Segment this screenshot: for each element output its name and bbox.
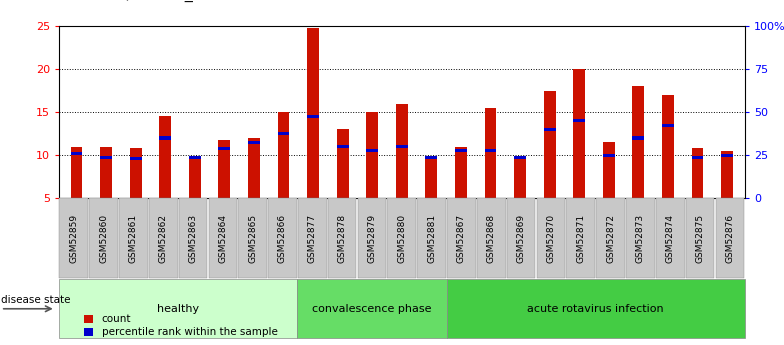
Bar (130, 157, 142, 160)
Bar (485, 149, 496, 152)
Bar (337, 145, 349, 148)
Bar (248, 138, 260, 198)
Text: GSM52877: GSM52877 (308, 214, 317, 263)
Bar (100, 156, 112, 159)
Text: GSM52875: GSM52875 (695, 214, 705, 263)
Bar (721, 154, 733, 157)
Bar (307, 28, 319, 198)
Text: GSM52860: GSM52860 (99, 214, 108, 263)
Bar (278, 132, 289, 135)
Bar (189, 158, 201, 198)
Bar (307, 115, 319, 118)
Text: GSM52873: GSM52873 (636, 214, 645, 263)
Bar (396, 145, 408, 148)
Bar (455, 149, 466, 152)
Text: GSM52876: GSM52876 (725, 214, 735, 263)
Bar (573, 69, 585, 198)
Text: GSM52874: GSM52874 (666, 214, 675, 263)
Text: healthy: healthy (157, 304, 199, 314)
Bar (633, 86, 644, 198)
Text: GSM52881: GSM52881 (427, 214, 436, 263)
Text: GSM52861: GSM52861 (129, 214, 138, 263)
Text: GSM52866: GSM52866 (278, 214, 287, 263)
Bar (485, 108, 496, 198)
Text: GSM52868: GSM52868 (487, 214, 495, 263)
Text: GSM52879: GSM52879 (368, 214, 376, 263)
Bar (219, 140, 230, 198)
Bar (426, 156, 437, 159)
Text: GSM52865: GSM52865 (249, 214, 257, 263)
Bar (366, 149, 378, 152)
Bar (662, 95, 673, 198)
Bar (426, 157, 437, 198)
Bar (219, 147, 230, 150)
Text: convalescence phase: convalescence phase (312, 304, 432, 314)
Bar (633, 137, 644, 139)
Bar (573, 119, 585, 122)
Bar (662, 124, 673, 127)
Text: GSM52859: GSM52859 (69, 214, 78, 263)
Bar (544, 90, 556, 198)
Bar (159, 137, 171, 139)
Text: GSM52867: GSM52867 (457, 214, 466, 263)
Text: GSM52880: GSM52880 (397, 214, 406, 263)
Text: GSM52862: GSM52862 (158, 214, 168, 263)
Bar (278, 112, 289, 198)
Bar (603, 154, 615, 157)
Text: GSM52872: GSM52872 (606, 214, 615, 263)
Bar (603, 142, 615, 198)
Bar (691, 148, 703, 198)
Legend: count, percentile rank within the sample: count, percentile rank within the sample (80, 310, 281, 342)
Bar (396, 104, 408, 198)
Bar (248, 141, 260, 144)
Bar (721, 151, 733, 198)
Text: disease state: disease state (1, 295, 71, 305)
Bar (71, 147, 82, 198)
Bar (130, 148, 142, 198)
Text: GSM52864: GSM52864 (218, 214, 227, 263)
Bar (366, 112, 378, 198)
Bar (455, 147, 466, 198)
Text: GDS2048 / 36310_at: GDS2048 / 36310_at (59, 0, 209, 2)
Bar (514, 158, 526, 198)
Text: GSM52870: GSM52870 (546, 214, 555, 263)
Text: GSM52871: GSM52871 (576, 214, 586, 263)
Bar (71, 152, 82, 155)
Text: GSM52869: GSM52869 (517, 214, 525, 263)
Bar (544, 128, 556, 131)
Bar (691, 156, 703, 159)
Bar (189, 156, 201, 159)
Bar (100, 147, 112, 198)
Text: acute rotavirus infection: acute rotavirus infection (528, 304, 664, 314)
Text: GSM52863: GSM52863 (188, 214, 198, 263)
Bar (337, 129, 349, 198)
Bar (514, 156, 526, 159)
Bar (159, 117, 171, 198)
Text: GSM52878: GSM52878 (338, 214, 347, 263)
